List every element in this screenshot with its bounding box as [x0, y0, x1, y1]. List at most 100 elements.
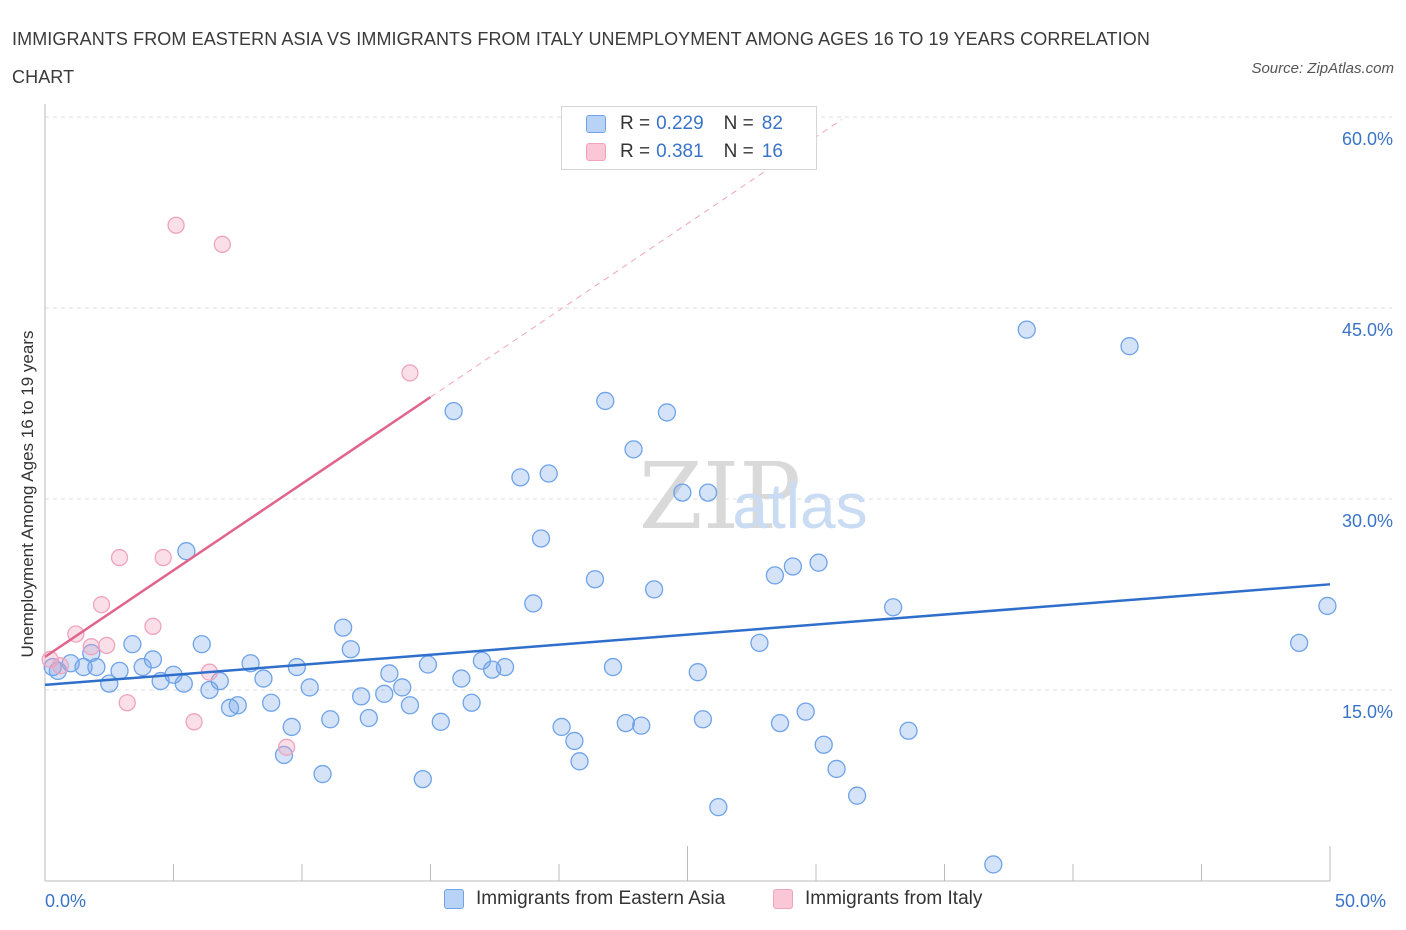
- legend-swatch-pink: [586, 143, 606, 161]
- legend-n-value: 82: [761, 113, 783, 134]
- data-point-eastern-asia: [262, 693, 281, 712]
- legend-r-value: 0.381: [656, 141, 704, 162]
- data-point-eastern-asia: [380, 664, 399, 683]
- data-point-eastern-asia: [883, 598, 903, 617]
- data-point-eastern-asia: [688, 663, 707, 682]
- data-point-eastern-asia: [570, 752, 589, 771]
- data-point-eastern-asia: [552, 717, 571, 737]
- data-point-eastern-asia: [287, 657, 307, 677]
- data-point-italy: [82, 638, 100, 656]
- data-point-eastern-asia: [750, 633, 769, 653]
- data-point-eastern-asia: [585, 570, 605, 589]
- data-point-eastern-asia: [616, 713, 635, 733]
- legend-row-italy: R = 0.381 N = 16: [586, 140, 783, 164]
- y-tick-label-15: 15.0%: [1341, 702, 1393, 722]
- data-point-eastern-asia: [1120, 337, 1139, 356]
- data-point-eastern-asia: [110, 661, 129, 681]
- data-point-eastern-asia: [133, 657, 152, 677]
- data-point-eastern-asia: [596, 391, 615, 411]
- data-point-eastern-asia: [770, 713, 790, 733]
- data-point-eastern-asia: [814, 735, 833, 754]
- legend-n-value: 16: [761, 141, 783, 162]
- data-point-eastern-asia: [341, 640, 360, 659]
- legend-swatch-pink: [773, 889, 793, 909]
- legend-label-italy: Immigrants from Italy: [805, 888, 983, 909]
- data-point-eastern-asia: [393, 678, 412, 697]
- legend-item-eastern-asia[interactable]: Immigrants from Eastern Asia: [444, 888, 725, 910]
- data-point-eastern-asia: [444, 401, 463, 421]
- legend-swatch-blue: [444, 889, 464, 909]
- data-point-eastern-asia: [984, 855, 1003, 874]
- data-point-eastern-asia: [333, 618, 353, 637]
- data-point-eastern-asia: [657, 403, 677, 422]
- data-point-eastern-asia: [228, 696, 247, 715]
- data-point-eastern-asia: [796, 702, 815, 721]
- data-point-eastern-asia: [1017, 320, 1036, 339]
- data-point-italy: [167, 216, 185, 234]
- data-point-italy: [213, 235, 231, 253]
- data-point-eastern-asia: [693, 710, 713, 729]
- legend-n-label: N =: [723, 141, 754, 162]
- x-tick-label-min: 0.0%: [45, 891, 87, 911]
- data-point-italy: [401, 364, 419, 382]
- data-point-italy: [277, 738, 296, 756]
- chart-title: IMMIGRANTS FROM EASTERN ASIA VS IMMIGRAN…: [12, 29, 1150, 87]
- trend-line-eastern-asia: [44, 583, 1331, 687]
- data-point-eastern-asia: [359, 708, 378, 728]
- data-point-eastern-asia: [300, 678, 319, 697]
- data-point-eastern-asia: [254, 669, 273, 688]
- data-point-eastern-asia: [698, 483, 718, 502]
- data-point-eastern-asia: [624, 440, 643, 459]
- data-point-italy: [154, 548, 172, 567]
- data-point-eastern-asia: [418, 655, 438, 674]
- legend-r-label: R =: [620, 141, 651, 162]
- data-point-eastern-asia: [375, 684, 394, 703]
- data-point-eastern-asia: [644, 580, 664, 599]
- data-point-eastern-asia: [82, 643, 101, 663]
- series-legend: Immigrants from Eastern Asia Immigrants …: [0, 888, 1406, 916]
- data-point-eastern-asia: [565, 731, 584, 751]
- legend-item-italy[interactable]: Immigrants from Italy: [773, 888, 982, 910]
- data-point-eastern-asia: [632, 716, 651, 735]
- data-point-eastern-asia: [709, 797, 728, 817]
- data-point-eastern-asia: [765, 566, 785, 585]
- data-point-eastern-asia: [313, 764, 332, 784]
- legend-row-eastern-asia: R = 0.229 N = 82: [586, 112, 783, 136]
- data-point-eastern-asia: [524, 594, 543, 613]
- data-point-eastern-asia: [539, 464, 558, 483]
- chart-source: Source: ZipAtlas.com: [1251, 60, 1394, 77]
- legend-r-value: 0.229: [656, 113, 704, 134]
- data-point-eastern-asia: [282, 717, 301, 737]
- data-point-eastern-asia: [673, 483, 692, 502]
- data-point-italy: [185, 713, 203, 731]
- data-point-eastern-asia: [495, 657, 515, 677]
- data-point-eastern-asia: [783, 557, 803, 576]
- legend-n-label: N =: [723, 113, 754, 134]
- data-point-eastern-asia: [511, 468, 530, 487]
- data-point-eastern-asia: [351, 687, 371, 706]
- data-point-eastern-asia: [123, 635, 142, 654]
- x-tick-label-max: 50.0%: [1335, 891, 1387, 911]
- data-point-eastern-asia: [603, 657, 623, 677]
- data-point-italy: [110, 548, 129, 567]
- data-point-eastern-asia: [462, 693, 481, 712]
- data-point-eastern-asia: [400, 696, 420, 715]
- data-point-italy: [51, 657, 70, 675]
- trend-line-italy: [44, 396, 432, 658]
- data-point-eastern-asia: [74, 657, 93, 677]
- watermark-atlas: atlas: [732, 470, 867, 542]
- data-point-eastern-asia: [174, 674, 193, 693]
- data-point-eastern-asia: [87, 657, 106, 677]
- data-point-eastern-asia: [143, 650, 163, 669]
- data-point-italy: [98, 636, 116, 655]
- legend-r-label: R =: [620, 113, 651, 134]
- data-point-eastern-asia: [177, 542, 196, 561]
- data-point-eastern-asia: [413, 769, 432, 789]
- stats-legend: R = 0.229 N = 82 R = 0.381 N = 16: [561, 106, 817, 170]
- watermark-zip: ZIP: [639, 443, 801, 550]
- legend-swatch-blue: [586, 115, 606, 133]
- data-point-eastern-asia: [452, 669, 471, 688]
- data-point-eastern-asia: [847, 786, 867, 805]
- legend-label-eastern-asia: Immigrants from Eastern Asia: [476, 888, 726, 909]
